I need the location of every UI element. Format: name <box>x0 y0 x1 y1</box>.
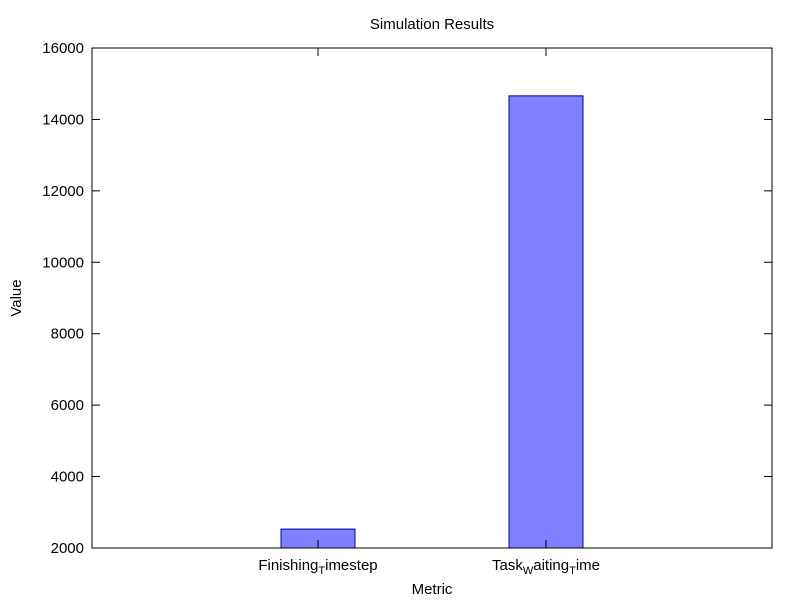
plot-frame <box>91 47 773 549</box>
x-axis-label: Metric <box>412 581 453 598</box>
y-tick-label: 8000 <box>51 326 84 343</box>
x-tick-label-part: ime <box>576 557 600 574</box>
x-tick-label-subscript: W <box>523 565 534 577</box>
x-tick-label-part: Task <box>492 557 523 574</box>
x-tick-label-subscript: T <box>318 565 325 577</box>
y-tick-label: 4000 <box>51 469 84 486</box>
y-tick-label: 14000 <box>42 111 84 128</box>
bar-1 <box>508 95 584 549</box>
x-tick-label-part: aiting <box>533 557 569 574</box>
chart-title: Simulation Results <box>370 16 494 33</box>
x-tick-label-subscript: T <box>569 565 576 577</box>
y-tick-label: 10000 <box>42 254 84 271</box>
x-tick-label-part: imestep <box>325 557 378 574</box>
x-tick-label: FinishingTimestep <box>258 557 377 577</box>
y-axis-label: Value <box>8 279 25 316</box>
x-tick-label-part: Finishing <box>258 557 318 574</box>
y-tick-label: 16000 <box>42 40 84 57</box>
x-tick-label: TaskWaitingTime <box>492 557 600 577</box>
y-tick-label: 6000 <box>51 397 84 414</box>
ticks-layer: 2000 4000 6000 8000 10000 12000 14000 16000 Fini… <box>42 40 772 577</box>
y-tick-label: 2000 <box>51 540 84 557</box>
y-tick-label: 12000 <box>42 183 84 200</box>
bars-layer <box>280 95 584 549</box>
